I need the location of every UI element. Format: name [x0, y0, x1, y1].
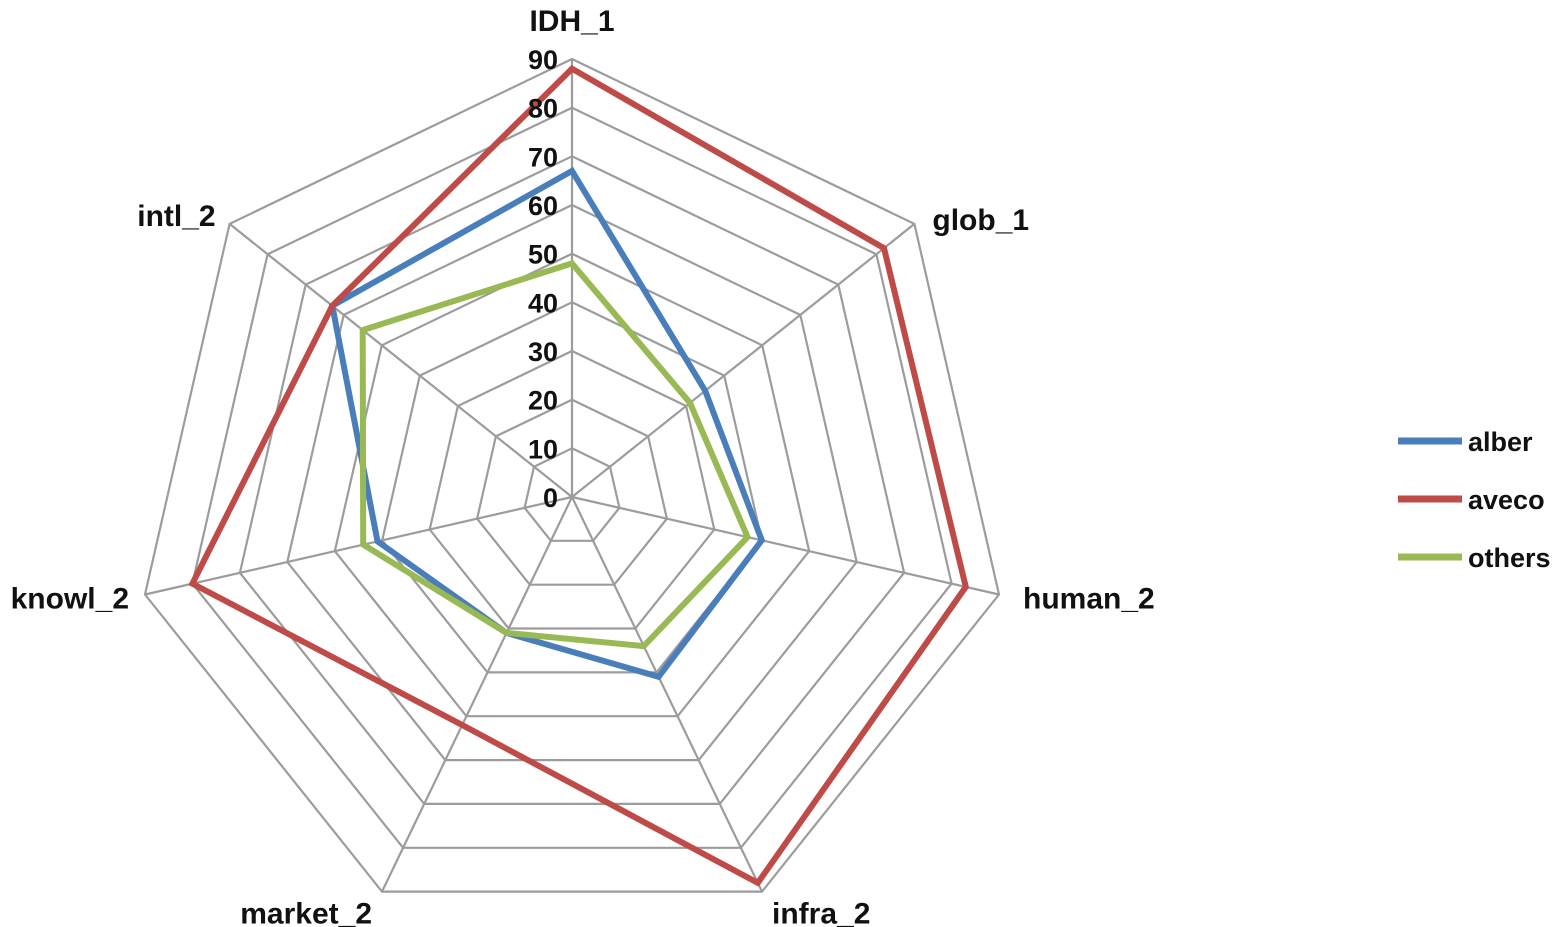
axis-label-knowl-2: knowl_2 — [11, 583, 129, 616]
grid-ring — [143, 57, 1001, 893]
grid-spoke — [228, 223, 573, 498]
grid-ring — [475, 398, 669, 586]
tick-label: 0 — [543, 483, 558, 513]
series-line-others — [359, 259, 752, 650]
legend-label-aveco: aveco — [1468, 485, 1545, 515]
tick-label: 90 — [528, 45, 558, 75]
axis-label-idh-1: IDH_1 — [529, 5, 614, 38]
grid-ring — [523, 447, 621, 542]
grid-spoke — [144, 495, 573, 596]
tick-label: 60 — [528, 191, 558, 221]
grid-spoke — [571, 496, 763, 893]
axis-category-labels: IDH_1 glob_1 human_2 infra_2 market_2 knowl_2… — [11, 5, 1155, 927]
tick-label: 20 — [528, 386, 558, 416]
grid-ring — [333, 252, 811, 718]
series-line-alber — [328, 166, 766, 681]
grid-spoke — [571, 223, 916, 498]
grid-spoke — [381, 496, 573, 893]
axis-label-intl-2: intl_2 — [137, 200, 215, 233]
grid-ring — [286, 203, 858, 762]
tick-label: 80 — [528, 94, 558, 124]
grid-ring — [238, 155, 906, 806]
legend-label-others: others — [1468, 543, 1551, 573]
legend-label-alber: alber — [1468, 427, 1533, 457]
axis-label-human-2: human_2 — [1023, 583, 1155, 616]
radar-grid — [143, 57, 1001, 893]
tick-label: 40 — [528, 288, 558, 318]
axis-label-market-2: market_2 — [240, 898, 372, 927]
axis-label-glob-1: glob_1 — [932, 204, 1029, 237]
tick-label: 50 — [528, 240, 558, 270]
grid-ring — [428, 349, 716, 630]
grid-ring — [381, 301, 763, 674]
tick-label: 70 — [528, 142, 558, 172]
axis-label-infra-2: infra_2 — [772, 898, 870, 927]
series-line-aveco — [188, 64, 970, 887]
grid-ring — [191, 106, 953, 849]
radar-series — [188, 64, 970, 887]
tick-label: 30 — [528, 337, 558, 367]
grid-spoke — [571, 495, 1000, 596]
radial-tick-labels: 0 10 20 30 40 50 60 70 80 90 — [528, 45, 558, 513]
legend: alber aveco others — [1398, 427, 1551, 573]
tick-label: 10 — [528, 434, 558, 464]
